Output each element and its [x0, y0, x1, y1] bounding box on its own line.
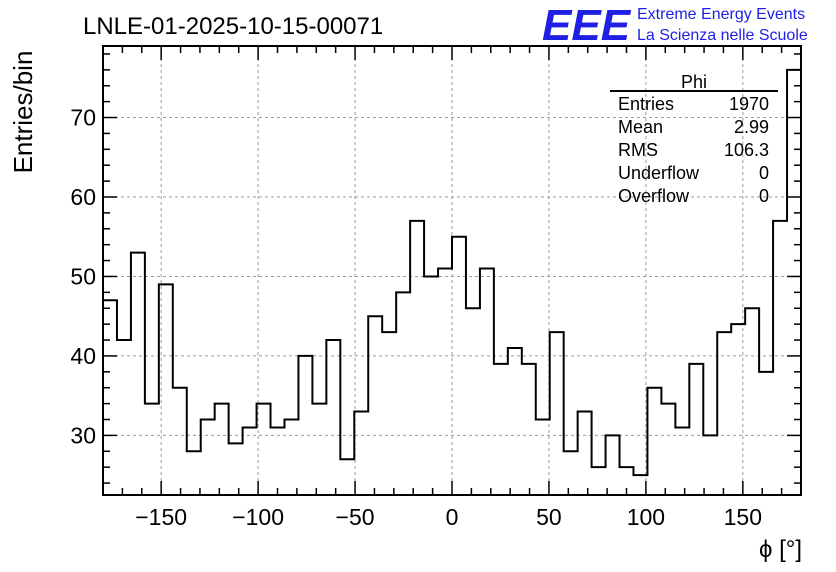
- x-tick-label: −150: [135, 504, 187, 530]
- stats-label-underflow: Underflow: [618, 163, 700, 183]
- x-tick-label: 50: [536, 504, 562, 530]
- x-tick-label: −100: [232, 504, 284, 530]
- grid-lines: [103, 46, 801, 495]
- stats-value-overflow: 0: [759, 186, 769, 206]
- y-axis-label: Entries/bin: [8, 51, 38, 174]
- stats-box: Phi Entries 1970 Mean 2.99 RMS 106.3 Und…: [610, 72, 778, 206]
- stats-value-mean: 2.99: [734, 117, 769, 137]
- histogram-canvas: LNLE-01-2025-10-15-00071 EEE Extreme Ene…: [0, 0, 836, 572]
- y-tick-label: 70: [70, 105, 96, 131]
- y-tick-label: 60: [70, 184, 96, 210]
- logo-line1: Extreme Energy Events: [637, 6, 805, 23]
- stats-value-rms: 106.3: [724, 140, 769, 160]
- logo-line2: La Scienza nelle Scuole: [637, 27, 808, 44]
- x-tick-label: −50: [336, 504, 375, 530]
- stats-label-entries: Entries: [618, 94, 674, 114]
- y-tick-label: 40: [70, 343, 96, 369]
- y-tick-label: 50: [70, 263, 96, 289]
- x-tick-label: 150: [724, 504, 762, 530]
- x-axis-label: ϕ [°]: [759, 536, 802, 563]
- stats-title: Phi: [681, 72, 707, 92]
- stats-label-mean: Mean: [618, 117, 663, 137]
- stats-value-entries: 1970: [729, 94, 769, 114]
- x-tick-label: 100: [627, 504, 665, 530]
- chart-title: LNLE-01-2025-10-15-00071: [83, 13, 383, 40]
- y-tick-label: 30: [70, 422, 96, 448]
- stats-label-overflow: Overflow: [618, 186, 690, 206]
- stats-label-rms: RMS: [618, 140, 658, 160]
- stats-value-underflow: 0: [759, 163, 769, 183]
- x-tick-label: 0: [446, 504, 459, 530]
- eee-logo: EEE Extreme Energy Events La Scienza nel…: [542, 1, 808, 50]
- logo-mark: EEE: [542, 1, 632, 50]
